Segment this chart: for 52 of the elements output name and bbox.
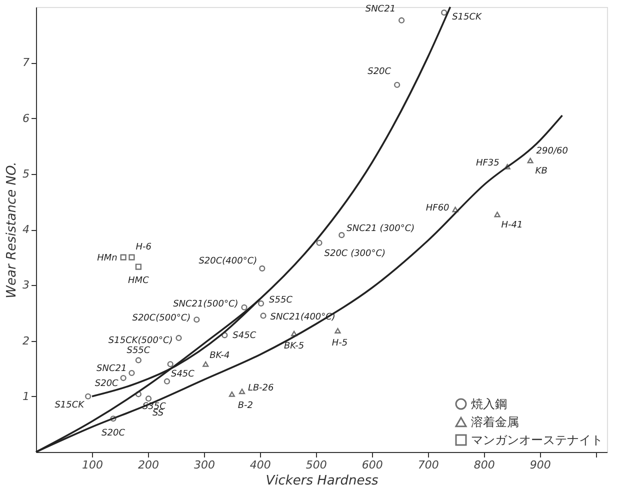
annotation: S20C(500°C) [132, 314, 191, 324]
y-tick-label: 3 [22, 278, 30, 292]
y-tick-label: 5 [22, 167, 30, 180]
annotation: S20C (300°C) [324, 248, 386, 259]
annotation: HMC [128, 276, 150, 286]
x-tick-label: 200 [138, 458, 159, 472]
annotation: S20C(400°C) [198, 256, 258, 266]
x-tick-label: 300 [194, 458, 215, 472]
legend-label: 焼入鋼 [471, 397, 507, 411]
annotation: BK-4 [210, 351, 230, 362]
annotation: HF35 [476, 158, 500, 169]
x-tick-label: 400 [250, 458, 271, 472]
annotation: B-2 [238, 401, 254, 412]
annotation: S55C [269, 295, 294, 306]
annotation: HF60 [426, 203, 450, 214]
annotation: 290/60 [536, 146, 568, 157]
y-axis-title: Wear Resistance NO. [4, 162, 20, 298]
annotation: HMn [97, 253, 118, 264]
y-tick-label: 4 [22, 223, 30, 236]
annotation: H-6 [136, 242, 152, 252]
annotation: S15CK [54, 400, 86, 410]
annotation: S15CK(500°C) [108, 336, 173, 346]
x-tick-label: 800 [474, 458, 495, 472]
annotation: S45C [170, 369, 196, 380]
y-tick-label: 6 [22, 112, 30, 125]
annotation: S55C [126, 346, 151, 356]
y-tick-label: 2 [22, 334, 30, 348]
annotation: S45C [232, 331, 257, 342]
annotation: SNC21 [365, 4, 396, 14]
y-tick-label: 7 [22, 56, 30, 70]
annotation: KB [535, 166, 548, 177]
annotation: LB-26 [248, 383, 274, 394]
annotation: SNC21(500°C) [173, 299, 238, 310]
annotation: H-5 [332, 338, 348, 349]
annotation: SNC21 (300°C) [346, 224, 415, 234]
annotation: SNC21 [96, 364, 127, 374]
x-tick-label: 100 [82, 458, 103, 472]
annotation: S20C [102, 428, 126, 439]
annotation: SS [152, 408, 164, 419]
x-axis-title: Vickers Hardness [266, 474, 378, 488]
annotation: BK-5 [284, 342, 304, 352]
legend-label: 溶着金属 [471, 415, 519, 429]
annotation: S20C [94, 379, 120, 390]
annotation: S20C [368, 66, 392, 77]
x-tick-label: 500 [306, 458, 327, 472]
y-tick-label: 1 [22, 390, 30, 403]
annotation: H-41 [501, 220, 523, 230]
x-tick-label: 700 [418, 458, 439, 472]
annotation: S15CK [452, 12, 483, 23]
x-tick-label: 900 [530, 458, 551, 472]
legend-label: マンガンオーステナイト [471, 433, 603, 447]
x-tick-label: 600 [362, 458, 383, 472]
